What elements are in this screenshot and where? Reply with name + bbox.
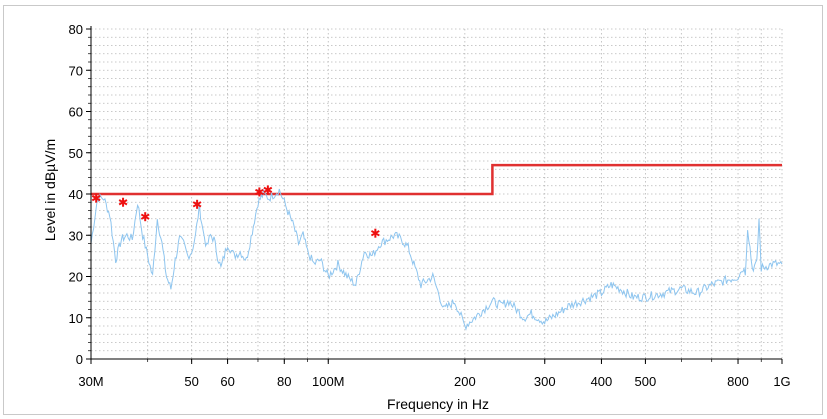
axes: 0 10 20 30 40 50 60 70 80 30M 50 60 80 100M 200 300 400 5…: [69, 22, 791, 389]
x-tick-label: 100M: [312, 374, 345, 389]
x-tick-label: 1G: [773, 374, 790, 389]
limit-line: [91, 163, 782, 196]
measurement-group: [90, 188, 783, 331]
y-tick-label: 60: [69, 105, 83, 120]
y-tick-label: 70: [69, 63, 83, 78]
peak-marker: [192, 199, 202, 209]
peak-marker: [370, 228, 380, 238]
y-tick-label: 80: [69, 22, 83, 37]
peak-marker: [254, 187, 264, 197]
peak-marker: [91, 193, 101, 203]
x-axis-title: Frequency in Hz: [387, 396, 489, 412]
y-tick-label: 40: [69, 187, 83, 202]
x-tick-label: 50: [184, 374, 198, 389]
peak-marker: [118, 197, 128, 207]
y-tick-label: 30: [69, 228, 83, 243]
y-tick-label: 10: [69, 311, 83, 326]
y-tick-label: 20: [69, 270, 83, 285]
x-tick-label: 80: [277, 374, 291, 389]
x-tick-label: 30M: [78, 374, 103, 389]
peak-marker: [140, 212, 150, 222]
x-tick-label: 800: [727, 374, 749, 389]
y-tick-label: 50: [69, 146, 83, 161]
x-tick-label: 500: [635, 374, 657, 389]
x-tick-label: 200: [454, 374, 476, 389]
x-tick-label: 300: [534, 374, 556, 389]
peak-markers: [91, 185, 380, 238]
measurement-trace: [90, 188, 783, 331]
peak-marker: [263, 185, 273, 195]
x-tick-label: 400: [591, 374, 613, 389]
chart-frame: [3, 5, 823, 415]
limit-line-group: [91, 163, 782, 196]
y-tick-label: 0: [76, 352, 83, 367]
y-axis-title: Level in dBµV/m: [42, 139, 58, 241]
x-tick-label: 60: [220, 374, 234, 389]
